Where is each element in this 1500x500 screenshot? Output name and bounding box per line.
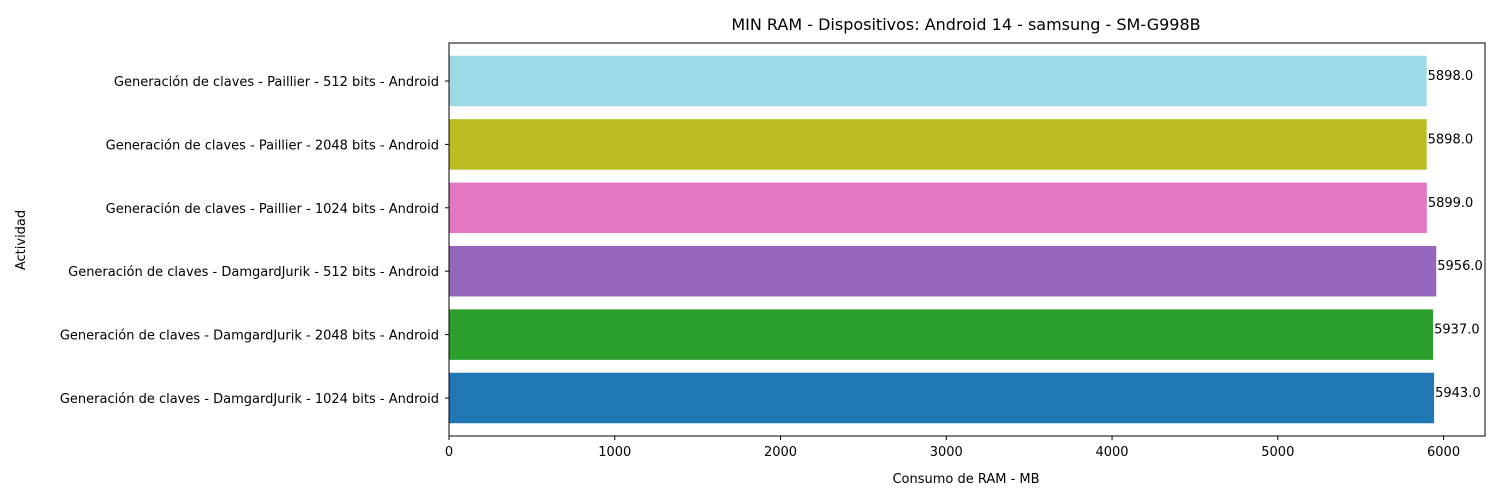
value-label-3: 5956.0 [1437,259,1483,274]
value-label-1: 5943.0 [1435,386,1481,401]
bar-3 [449,245,1437,297]
x-tick-label-7: 6000 [1427,445,1460,460]
value-labels-layer: 5943.0 5937.0 5956.0 5899.0 5898.0 5898.0 [1428,69,1483,401]
y-tick-label-2: Generación de claves - DamgardJurik - 20… [60,329,439,344]
x-tick-label-1: 0 [445,445,453,460]
y-axis-label: Actividad [14,210,29,270]
x-tick-label-6: 5000 [1261,445,1294,460]
bar-1 [449,372,1435,424]
x-axis-label: Consumo de RAM - MB [892,472,1039,487]
value-label-2: 5937.0 [1434,323,1480,338]
chart-title: MIN RAM - Dispositivos: Android 14 - sam… [731,15,1200,34]
x-tick-label-5: 4000 [1095,445,1128,460]
value-label-4: 5899.0 [1428,196,1474,211]
bar-2 [449,309,1434,360]
x-axis: 0 1000 2000 3000 4000 5000 6000 [445,436,1460,460]
y-tick-label-5: Generación de claves - Paillier - 2048 b… [106,138,439,153]
bars-layer [449,55,1437,424]
bar-5 [449,119,1427,170]
value-label-5: 5898.0 [1428,132,1474,147]
y-tick-label-1: Generación de claves - DamgardJurik - 10… [60,392,439,407]
x-tick-label-4: 3000 [930,445,963,460]
x-tick-label-2: 1000 [598,445,631,460]
y-tick-label-4: Generación de claves - Paillier - 1024 b… [106,202,439,217]
y-axis: Generación de claves - DamgardJurik - 10… [60,75,449,407]
bar-6 [449,55,1427,107]
y-tick-label-3: Generación de claves - DamgardJurik - 51… [68,265,439,280]
y-tick-label-6: Generación de claves - Paillier - 512 bi… [114,75,439,90]
bar-4 [449,182,1427,234]
x-tick-label-3: 2000 [764,445,797,460]
plot-frame [448,42,1486,437]
value-label-6: 5898.0 [1428,69,1474,84]
